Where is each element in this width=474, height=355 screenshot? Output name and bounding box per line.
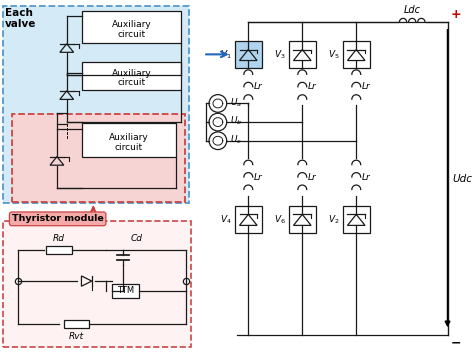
Text: Rd: Rd	[53, 234, 65, 243]
Text: circuit: circuit	[115, 143, 143, 152]
Text: Lr: Lr	[362, 82, 371, 91]
Text: $U_b$: $U_b$	[230, 115, 242, 127]
Bar	[289, 206, 316, 233]
Text: Ldc: Ldc	[404, 5, 421, 15]
Text: −: −	[450, 336, 461, 349]
Bar	[82, 62, 181, 90]
Bar	[235, 206, 262, 233]
Bar	[343, 40, 370, 68]
Bar	[343, 206, 370, 233]
Text: valve: valve	[5, 19, 36, 29]
Text: $V_3$: $V_3$	[274, 48, 286, 61]
Text: +: +	[450, 8, 461, 21]
Text: Lr: Lr	[362, 173, 371, 181]
Text: Lr: Lr	[254, 173, 263, 181]
Text: TTM: TTM	[117, 286, 134, 295]
Text: Lr: Lr	[308, 82, 317, 91]
Text: Auxiliary: Auxiliary	[112, 21, 151, 29]
Text: Auxiliary: Auxiliary	[112, 70, 151, 78]
Bar	[82, 123, 176, 157]
Text: $U_a$: $U_a$	[230, 96, 242, 109]
Text: $V_5$: $V_5$	[328, 48, 339, 61]
Text: Udc: Udc	[453, 174, 473, 184]
Text: $V_2$: $V_2$	[328, 213, 339, 225]
Text: circuit: circuit	[118, 30, 146, 39]
Bar	[12, 114, 184, 202]
Text: Auxiliary: Auxiliary	[109, 133, 148, 142]
Bar	[235, 40, 262, 68]
Text: $U_c$: $U_c$	[230, 133, 242, 146]
Text: $V_6$: $V_6$	[273, 213, 286, 225]
Text: Lr: Lr	[254, 82, 263, 91]
Text: Cd: Cd	[130, 234, 143, 243]
Bar	[112, 284, 139, 298]
Text: Each: Each	[5, 8, 33, 18]
Text: Lr: Lr	[308, 173, 317, 181]
Text: $V_1$: $V_1$	[220, 48, 232, 61]
Bar	[46, 246, 72, 253]
Bar	[64, 320, 89, 328]
Text: $V_4$: $V_4$	[220, 213, 232, 225]
Bar	[3, 6, 190, 203]
Bar	[289, 40, 316, 68]
Text: Thyristor module: Thyristor module	[12, 214, 103, 223]
Bar	[82, 11, 181, 43]
Text: Rvt: Rvt	[69, 332, 84, 341]
Text: circuit: circuit	[118, 78, 146, 87]
Bar	[3, 221, 191, 347]
